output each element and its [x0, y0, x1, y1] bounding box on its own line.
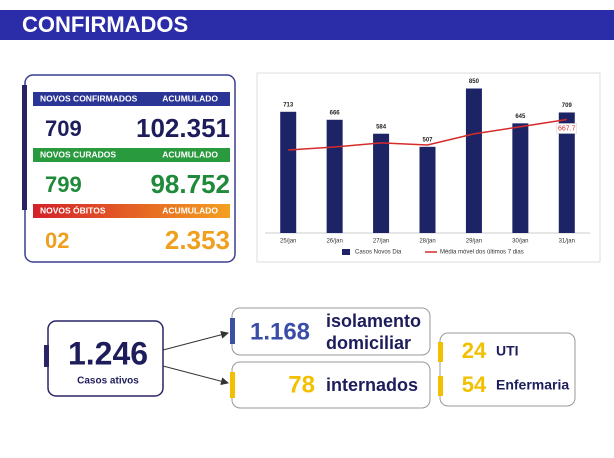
bar — [465, 88, 482, 233]
label: domiciliar — [326, 333, 411, 353]
bar — [373, 133, 390, 233]
label-bg — [556, 123, 578, 134]
label: NOVOS CURADOS — [40, 149, 116, 159]
x-tick-label: 28/jan — [419, 239, 435, 245]
legend-label: Média móvel dos últimos 7 dias — [440, 250, 524, 256]
header-strip — [33, 204, 230, 218]
header-strip — [33, 148, 230, 162]
accent — [438, 376, 443, 396]
label: ACUMULADO — [162, 93, 218, 103]
value: 2.353 — [165, 225, 230, 255]
x-tick-label: 25/jan — [280, 239, 296, 245]
value: 799 — [45, 172, 82, 197]
data-label: 645 — [515, 114, 526, 120]
bar — [558, 112, 575, 233]
value: 709 — [45, 116, 82, 141]
accent — [22, 85, 27, 210]
value: 78 — [288, 371, 315, 398]
arrow — [162, 330, 229, 351]
data-label: 709 — [562, 103, 573, 109]
chart: 25/jan 26/jan 27/jan 28/jan 29/jan 30/jan 31/j… — [265, 79, 590, 256]
label: isolamento — [326, 311, 421, 331]
label: Casos ativos — [77, 376, 139, 387]
value: 02 — [45, 228, 69, 253]
x-tick-label: 31/jan — [559, 239, 575, 245]
value: 24 — [462, 338, 487, 363]
label: ACUMULADO — [162, 205, 218, 215]
data-label: 507 — [422, 137, 433, 143]
accent — [44, 345, 49, 367]
value: 98.752 — [150, 169, 230, 199]
data-label: 584 — [376, 124, 387, 130]
accent — [438, 342, 443, 362]
x-tick-label: 29/jan — [466, 239, 482, 245]
label: NOVOS CONFIRMADOS — [40, 93, 138, 103]
label: ACUMULADO — [162, 149, 218, 159]
bar — [280, 111, 297, 233]
data-label: 850 — [469, 79, 480, 85]
value: 54 — [462, 372, 487, 397]
x-tick-label: 26/jan — [326, 239, 342, 245]
arrow — [162, 365, 229, 386]
x-tick-label: 30/jan — [512, 239, 528, 245]
bar — [419, 146, 436, 233]
breakdown-box — [439, 332, 576, 407]
data-label: 713 — [283, 102, 294, 108]
accent — [230, 372, 235, 398]
label: UTI — [496, 343, 519, 359]
value: 1.246 — [68, 335, 148, 371]
bar — [326, 119, 343, 233]
title: CONFIRMADOS — [22, 12, 188, 37]
label: Enfermaria — [496, 377, 569, 393]
data-label: 667.7 — [558, 125, 576, 132]
bar — [512, 123, 529, 233]
label: NOVOS ÓBITOS — [40, 204, 106, 215]
data-label: 666 — [330, 110, 341, 116]
legend-label: Casos Novos Dia — [355, 250, 402, 256]
label: internados — [326, 375, 418, 395]
legend-key — [342, 249, 350, 255]
title-bar — [0, 10, 614, 40]
line — [288, 118, 567, 151]
value: 102.351 — [136, 113, 230, 143]
value: 1.168 — [250, 318, 310, 345]
x-tick-label: 27/jan — [373, 239, 389, 245]
header-strip — [33, 92, 230, 106]
accent — [230, 318, 235, 344]
